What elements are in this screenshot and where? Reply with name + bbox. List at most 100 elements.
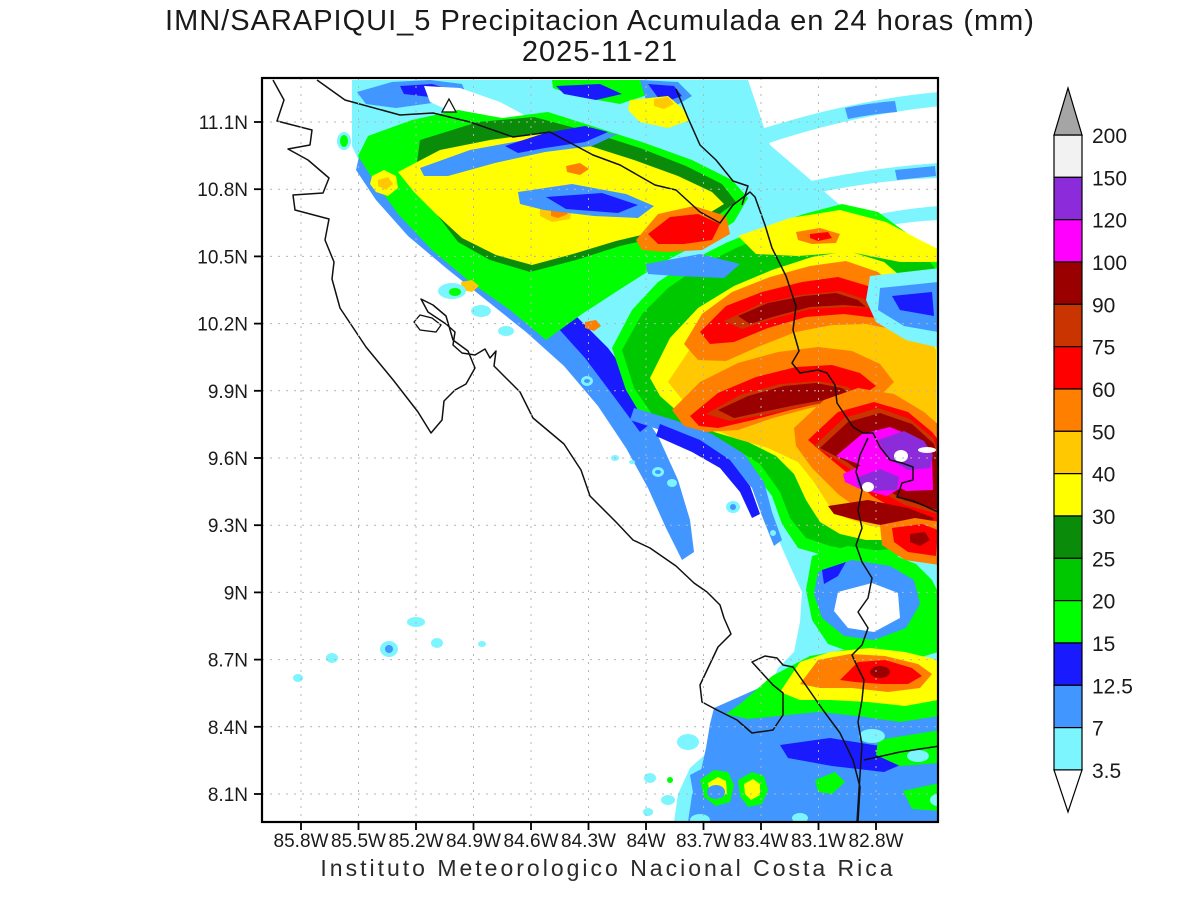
precip-cell [907, 750, 929, 762]
island-outline [413, 314, 442, 333]
colorbar-segment [1053, 600, 1083, 644]
precip-region [646, 254, 740, 278]
precip-region [630, 408, 782, 546]
lat-tick-label: 8.4N [208, 718, 248, 739]
lat-tick-label: 9.9N [208, 382, 248, 403]
colorbar-tick-label: 25 [1092, 548, 1115, 571]
precip-cell [730, 504, 736, 510]
lon-tick-label: 83.1W [791, 831, 846, 852]
colorbar-segment [1053, 557, 1083, 602]
precip-cell [340, 135, 348, 147]
precip-region [546, 193, 638, 213]
colorbar-segment [1053, 684, 1083, 729]
coastline [851, 437, 873, 822]
colorbar-segment [1053, 134, 1083, 178]
lat-tick-label: 11.1N [199, 113, 248, 134]
precip-region [585, 320, 601, 331]
coastline [316, 79, 938, 513]
precip-region [892, 292, 934, 316]
precip-cell [655, 470, 661, 474]
lat-tick-label: 10.2N [197, 315, 248, 336]
lon-tick-label: 85.2W [389, 831, 444, 852]
colorbar-segment [1053, 219, 1083, 263]
precipitation-field [293, 80, 938, 822]
precip-cell [918, 447, 936, 453]
colorbar-tick-label: 12.5 [1092, 675, 1133, 698]
precip-region [718, 383, 850, 418]
precip-region [822, 562, 846, 584]
precip-region [558, 312, 655, 432]
precip-cell [431, 638, 443, 648]
lon-tick-label: 82.8W [849, 831, 904, 852]
colorbar-tick-label: 15 [1092, 633, 1115, 656]
precip-region [752, 92, 938, 146]
chart-title: IMN/SARAPIQUI_5 Precipitacion Acumulada … [165, 5, 1035, 37]
plot-frame [260, 76, 940, 824]
precip-region [654, 97, 674, 109]
precip-cell [629, 460, 635, 464]
precip-region [738, 293, 866, 324]
lon-tick-label: 84.3W [561, 831, 616, 852]
chart-date: 2025-11-21 [522, 36, 678, 68]
graticule [262, 78, 938, 822]
precip-cell [478, 641, 486, 647]
precip-cell [792, 813, 808, 822]
precip-cell [644, 773, 656, 783]
precip-cell [677, 734, 699, 750]
precip-region [628, 96, 690, 128]
colorbar-segment [1053, 727, 1083, 771]
colorbar-segment [1053, 176, 1083, 221]
lon-tick-label: 85.8W [274, 831, 329, 852]
precip-region [810, 232, 832, 241]
lat-tick-label: 9.3N [208, 516, 248, 537]
precip-cell [661, 795, 675, 805]
precip-cell [667, 777, 673, 783]
precip-cell [859, 729, 885, 743]
colorbar-tick-label: 120 [1092, 210, 1127, 233]
precip-cell [870, 666, 890, 678]
precip-cell [449, 288, 461, 296]
lon-tick-label: 83.7W [676, 831, 731, 852]
colorbar-segment [1053, 430, 1083, 475]
lat-tick-label: 9.6N [208, 449, 248, 470]
colorbar-segment [1053, 303, 1083, 348]
coastline [272, 79, 861, 822]
axis-ticks [254, 121, 877, 830]
colorbar-segment [1053, 388, 1083, 432]
colorbar-segment [1053, 261, 1083, 305]
precip-region [910, 532, 930, 546]
precip-region [656, 424, 760, 518]
precip-region [815, 772, 845, 794]
precip-region [648, 84, 682, 103]
lon-tick-label: 84.6W [504, 831, 559, 852]
precip-cell [667, 479, 677, 487]
colorbar-segment [1053, 473, 1083, 517]
precip-region [556, 84, 622, 100]
precip-cell [471, 305, 491, 317]
precip-region [834, 583, 900, 632]
precip-region [845, 101, 897, 119]
precip-cell [643, 808, 653, 816]
precip-cell [894, 450, 908, 462]
precip-cell [498, 326, 514, 336]
precip-cell [326, 653, 338, 663]
colorbar-tick-label: 50 [1092, 421, 1115, 444]
lat-tick-label: 8.1N [208, 785, 248, 806]
colorbar-tick-label: 75 [1092, 337, 1115, 360]
colorbar-tick-label: 60 [1092, 379, 1115, 402]
colorbar-tick-label: 100 [1092, 252, 1127, 275]
precip-cell [770, 786, 780, 794]
lon-tick-label: 84W [626, 831, 665, 852]
colorbar-legend: 200 150 120 100 90 75 60 50 40 30 25 20 15 12.5 7 3.5 [1053, 85, 1133, 814]
colorbar-tick-label: 3.5 [1092, 760, 1121, 783]
precip-region [744, 779, 760, 800]
colorbar-tick-label: 20 [1092, 591, 1115, 614]
lon-tick-label: 83.4W [734, 831, 789, 852]
lat-tick-label: 8.7N [208, 651, 248, 672]
precip-cell [770, 530, 776, 536]
colorbar-over-arrow [1053, 85, 1083, 136]
colorbar-tick-label: 200 [1092, 125, 1127, 148]
lat-tick-label: 10.5N [197, 247, 248, 268]
colorbar-segment [1053, 642, 1083, 686]
